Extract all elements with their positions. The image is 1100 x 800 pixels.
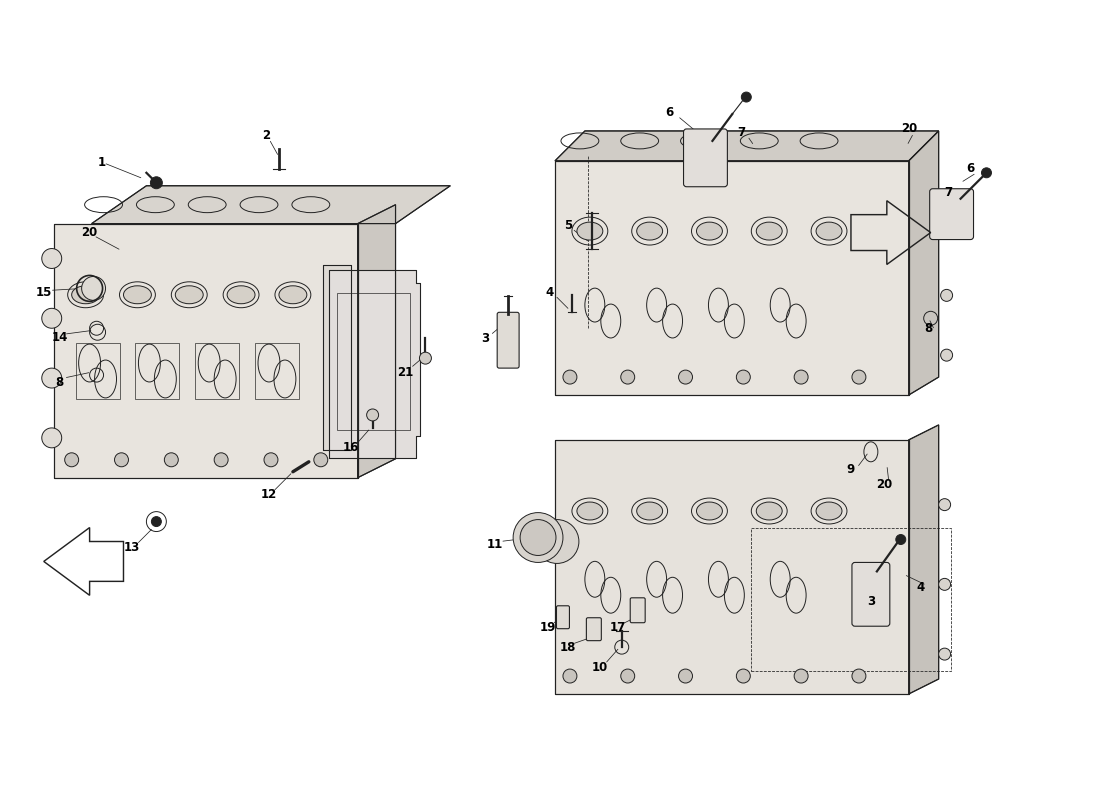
Text: 20: 20 — [901, 122, 917, 135]
Text: 6: 6 — [666, 106, 673, 119]
Circle shape — [620, 370, 635, 384]
Circle shape — [42, 428, 62, 448]
Text: 18: 18 — [560, 641, 576, 654]
Circle shape — [940, 349, 953, 361]
Ellipse shape — [576, 502, 603, 520]
Circle shape — [42, 308, 62, 328]
Circle shape — [938, 648, 950, 660]
Text: 3: 3 — [867, 594, 875, 608]
Ellipse shape — [227, 286, 255, 304]
Ellipse shape — [576, 222, 603, 240]
Circle shape — [794, 669, 808, 683]
FancyBboxPatch shape — [683, 129, 727, 186]
Circle shape — [42, 249, 62, 269]
Circle shape — [264, 453, 278, 466]
Text: 12: 12 — [261, 488, 277, 501]
Ellipse shape — [757, 222, 782, 240]
Text: 5: 5 — [564, 219, 572, 232]
Ellipse shape — [637, 502, 662, 520]
Circle shape — [851, 370, 866, 384]
Polygon shape — [909, 131, 938, 395]
Text: 16: 16 — [342, 442, 359, 454]
Circle shape — [513, 513, 563, 562]
Ellipse shape — [757, 502, 782, 520]
Text: 9: 9 — [847, 463, 855, 476]
Circle shape — [895, 534, 905, 545]
Circle shape — [938, 498, 950, 510]
Ellipse shape — [816, 502, 842, 520]
Text: 15: 15 — [35, 286, 52, 299]
Circle shape — [419, 352, 431, 364]
Polygon shape — [909, 425, 938, 694]
Polygon shape — [54, 224, 358, 478]
Circle shape — [940, 290, 953, 302]
Circle shape — [794, 370, 808, 384]
Text: 8: 8 — [56, 375, 64, 389]
Circle shape — [563, 669, 576, 683]
Text: 4: 4 — [546, 286, 554, 299]
FancyBboxPatch shape — [630, 598, 646, 622]
Circle shape — [114, 453, 129, 466]
Ellipse shape — [279, 286, 307, 304]
Text: 13: 13 — [123, 541, 140, 554]
Text: 8: 8 — [925, 322, 933, 334]
Polygon shape — [556, 161, 909, 395]
Text: 3: 3 — [481, 332, 490, 345]
Circle shape — [938, 578, 950, 590]
Text: 7: 7 — [737, 126, 746, 139]
Circle shape — [679, 669, 693, 683]
Text: 20: 20 — [876, 478, 892, 491]
Circle shape — [679, 370, 693, 384]
Text: 10: 10 — [592, 661, 608, 674]
Circle shape — [981, 168, 991, 178]
Ellipse shape — [696, 222, 723, 240]
FancyBboxPatch shape — [557, 606, 570, 629]
Circle shape — [535, 519, 579, 563]
Circle shape — [81, 277, 106, 300]
Text: 4: 4 — [916, 581, 925, 594]
Text: 11: 11 — [487, 538, 504, 551]
Ellipse shape — [175, 286, 204, 304]
Circle shape — [563, 370, 576, 384]
Circle shape — [741, 92, 751, 102]
FancyBboxPatch shape — [497, 312, 519, 368]
Polygon shape — [329, 270, 420, 458]
Text: 21: 21 — [397, 366, 414, 378]
Ellipse shape — [816, 222, 842, 240]
Circle shape — [620, 669, 635, 683]
Polygon shape — [556, 440, 909, 694]
Circle shape — [736, 669, 750, 683]
Polygon shape — [358, 205, 396, 478]
Text: 17: 17 — [609, 621, 626, 634]
Text: 6: 6 — [967, 162, 975, 175]
Text: 7: 7 — [945, 186, 953, 199]
Circle shape — [940, 210, 953, 222]
Circle shape — [736, 370, 750, 384]
FancyBboxPatch shape — [930, 189, 974, 239]
Circle shape — [164, 453, 178, 466]
Ellipse shape — [72, 286, 100, 304]
Ellipse shape — [696, 502, 723, 520]
Ellipse shape — [637, 222, 662, 240]
FancyBboxPatch shape — [851, 562, 890, 626]
Circle shape — [42, 368, 62, 388]
Text: 1: 1 — [98, 156, 106, 170]
Text: 2: 2 — [262, 130, 271, 142]
Circle shape — [65, 453, 78, 466]
Text: 14: 14 — [52, 330, 68, 344]
Polygon shape — [322, 266, 351, 450]
FancyBboxPatch shape — [586, 618, 602, 641]
Ellipse shape — [123, 286, 152, 304]
Text: 19: 19 — [540, 621, 557, 634]
Circle shape — [851, 669, 866, 683]
Polygon shape — [556, 131, 938, 161]
Circle shape — [152, 517, 162, 526]
Text: 20: 20 — [81, 226, 98, 239]
Circle shape — [366, 409, 378, 421]
Circle shape — [151, 177, 163, 189]
Circle shape — [520, 519, 556, 555]
Circle shape — [214, 453, 228, 466]
Polygon shape — [91, 186, 450, 224]
Circle shape — [314, 453, 328, 466]
